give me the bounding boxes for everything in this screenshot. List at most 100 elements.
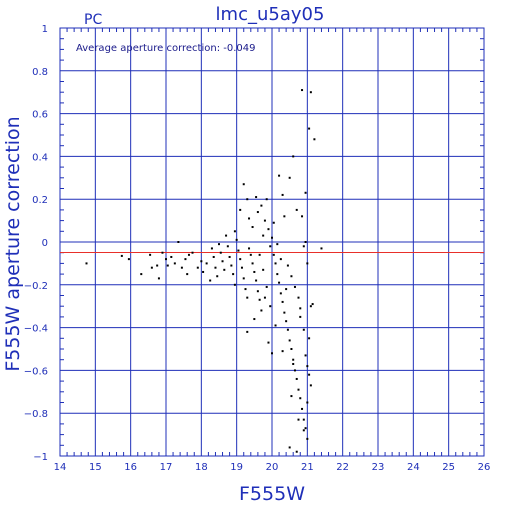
data-point xyxy=(173,262,176,265)
x-tick-label: 24 xyxy=(407,462,420,473)
x-tick-label: 16 xyxy=(124,462,137,473)
data-point xyxy=(279,292,282,295)
data-point xyxy=(304,191,307,194)
y-tick-label: 0 xyxy=(42,238,48,249)
data-point xyxy=(295,450,298,453)
data-point xyxy=(309,91,312,94)
data-point xyxy=(302,245,305,248)
data-point xyxy=(255,196,258,199)
data-point xyxy=(225,234,228,237)
data-point xyxy=(218,243,220,246)
data-point xyxy=(276,243,279,246)
data-point xyxy=(226,245,229,248)
data-point xyxy=(301,89,304,92)
data-point xyxy=(306,262,309,265)
x-tick-label: 17 xyxy=(160,462,173,473)
data-point xyxy=(233,283,236,286)
data-point xyxy=(262,268,265,271)
data-point xyxy=(283,311,286,314)
data-point xyxy=(242,183,245,186)
y-tick-label: −0.6 xyxy=(24,366,48,377)
data-point xyxy=(306,401,309,404)
data-point xyxy=(210,247,213,250)
data-point xyxy=(304,354,307,357)
data-point xyxy=(202,270,205,273)
data-point xyxy=(292,155,295,158)
y-tick-label: −0.2 xyxy=(24,281,48,292)
y-tick-label: −0.8 xyxy=(24,409,48,420)
chart-title: lmc_u5ay05 xyxy=(216,4,325,25)
data-point xyxy=(299,397,302,400)
data-point xyxy=(269,305,272,308)
data-point xyxy=(258,253,261,256)
data-point xyxy=(274,262,277,265)
data-point xyxy=(249,253,252,256)
data-point xyxy=(253,318,256,321)
data-point xyxy=(256,211,259,214)
data-point xyxy=(320,247,323,250)
data-point xyxy=(272,253,275,256)
data-point xyxy=(308,337,311,340)
grid-lines xyxy=(59,27,485,457)
x-tick-label: 22 xyxy=(336,462,349,473)
data-point xyxy=(302,328,305,331)
data-point xyxy=(293,369,296,372)
data-point xyxy=(302,418,305,421)
data-point xyxy=(232,273,235,276)
data-point xyxy=(299,315,302,318)
data-point xyxy=(85,262,88,265)
data-point xyxy=(288,446,291,449)
data-point xyxy=(292,358,295,361)
data-point xyxy=(187,253,190,256)
data-point xyxy=(209,279,212,282)
data-point xyxy=(286,328,289,331)
y-tick-label: 1 xyxy=(42,24,48,35)
y-tick-label: −1 xyxy=(33,452,48,463)
data-point xyxy=(149,253,152,256)
data-point xyxy=(281,350,284,353)
data-point xyxy=(295,208,298,211)
data-point xyxy=(274,324,277,327)
corner-label: PC xyxy=(84,12,102,28)
data-point xyxy=(302,429,305,432)
y-tick-label: 0.4 xyxy=(32,152,48,163)
data-point xyxy=(292,362,295,365)
data-point xyxy=(304,241,307,243)
data-point xyxy=(306,437,309,440)
x-tick-label: 26 xyxy=(478,462,491,473)
data-point xyxy=(140,273,143,276)
data-point xyxy=(267,228,270,231)
x-tick-label: 15 xyxy=(89,462,102,473)
data-point xyxy=(288,176,291,179)
data-point xyxy=(258,298,261,301)
data-point xyxy=(228,255,231,258)
data-point xyxy=(191,251,194,254)
data-point xyxy=(263,296,266,299)
data-point xyxy=(150,266,153,269)
data-point xyxy=(308,127,311,130)
data-point xyxy=(233,230,236,233)
data-point xyxy=(170,255,173,258)
data-point xyxy=(161,251,164,254)
data-point xyxy=(180,266,183,269)
x-tick-label: 20 xyxy=(266,462,279,473)
data-point xyxy=(311,303,314,306)
data-point xyxy=(308,373,311,376)
y-tick-label: 0.6 xyxy=(32,110,48,121)
data-point xyxy=(269,245,272,248)
data-point xyxy=(278,281,281,284)
annotation: Average aperture correction: -0.049 xyxy=(76,43,256,54)
data-point xyxy=(157,277,160,280)
data-point xyxy=(286,264,289,267)
data-point xyxy=(221,260,224,263)
data-point xyxy=(285,288,288,291)
data-point xyxy=(283,215,286,218)
data-point xyxy=(276,273,279,276)
data-point xyxy=(271,236,273,239)
data-point xyxy=(251,226,254,229)
data-point xyxy=(265,285,268,288)
data-point xyxy=(242,277,245,280)
x-tick-label: 18 xyxy=(195,462,208,473)
data-point xyxy=(260,204,263,207)
data-point xyxy=(271,352,273,355)
